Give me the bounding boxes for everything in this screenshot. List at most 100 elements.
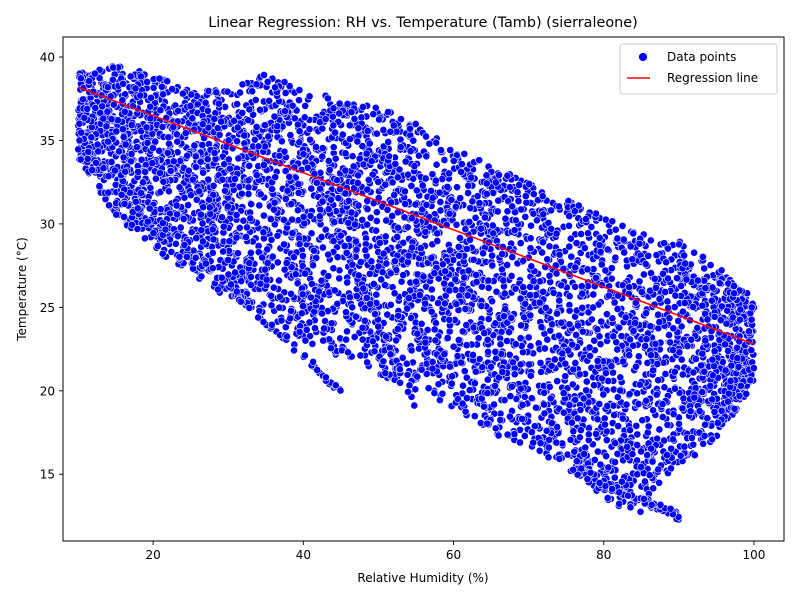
data-point [354,138,361,145]
data-point [263,276,270,283]
data-point [276,293,283,300]
data-point [330,105,337,112]
data-point [317,206,324,213]
data-point [544,336,551,343]
data-point [643,336,650,343]
data-point [296,241,303,248]
data-point [590,291,597,298]
data-point [364,359,371,366]
data-point [484,376,491,383]
data-point [566,321,573,328]
data-point [504,261,511,268]
data-point [664,245,671,252]
data-point [394,233,401,240]
data-point [198,227,205,234]
data-point [245,177,252,184]
data-point [100,115,107,122]
data-point [184,152,191,159]
data-point [626,427,633,434]
data-point [333,177,340,184]
data-point [620,358,627,365]
data-point [128,121,135,128]
data-point [546,383,553,390]
data-point [247,273,254,280]
data-point [605,464,612,471]
data-point [635,400,642,407]
data-point [404,224,411,231]
data-point [449,373,456,380]
data-point [319,145,326,152]
data-point [437,207,444,214]
data-point [580,395,587,402]
data-point [453,301,460,308]
data-point [512,341,519,348]
data-point [79,96,86,103]
data-point [637,508,644,515]
data-point [539,193,546,200]
data-point [459,382,466,389]
data-point [577,427,584,434]
data-point [96,183,103,190]
data-point [707,382,714,389]
data-point [644,359,651,366]
data-point [671,368,678,375]
data-point [592,430,599,437]
data-point [634,431,641,438]
data-point [528,263,535,270]
data-point [586,344,593,351]
data-point [647,237,654,244]
data-point [247,215,254,222]
data-point [493,288,500,295]
data-point [483,172,490,179]
data-point [548,362,555,369]
data-point [239,81,246,88]
data-point [714,419,721,426]
data-point [418,366,425,373]
data-point [202,99,209,106]
data-point [355,172,362,179]
data-point [566,401,573,408]
data-point [652,284,659,291]
data-point [441,351,448,358]
data-point [224,88,231,95]
data-point [663,452,670,459]
data-point [325,157,332,164]
data-point [429,365,436,372]
data-point [175,107,182,114]
data-point [385,138,392,145]
data-point [567,436,574,443]
data-point [334,300,341,307]
data-point [268,236,275,243]
data-point [587,352,594,359]
data-point [248,201,255,208]
data-point [327,196,334,203]
data-point [428,308,435,315]
data-point [173,131,180,138]
data-point [570,428,577,435]
data-point [349,153,356,160]
data-point [508,314,515,321]
data-point [483,191,490,198]
data-point [189,115,196,122]
data-point [492,382,499,389]
data-point [320,337,327,344]
data-point [231,117,238,124]
data-point [583,378,590,385]
data-point [189,176,196,183]
data-point [348,209,355,216]
data-point [562,373,569,380]
data-point [526,292,533,299]
data-point [251,136,258,143]
data-point [356,155,363,162]
data-point [634,441,641,448]
data-point [303,326,310,333]
data-point [666,315,673,322]
data-point [170,158,177,165]
data-point [207,210,214,217]
data-point [141,235,148,242]
data-point [113,211,120,218]
data-point [458,359,465,366]
data-point [643,397,650,404]
data-point [522,193,529,200]
data-point [645,252,652,259]
